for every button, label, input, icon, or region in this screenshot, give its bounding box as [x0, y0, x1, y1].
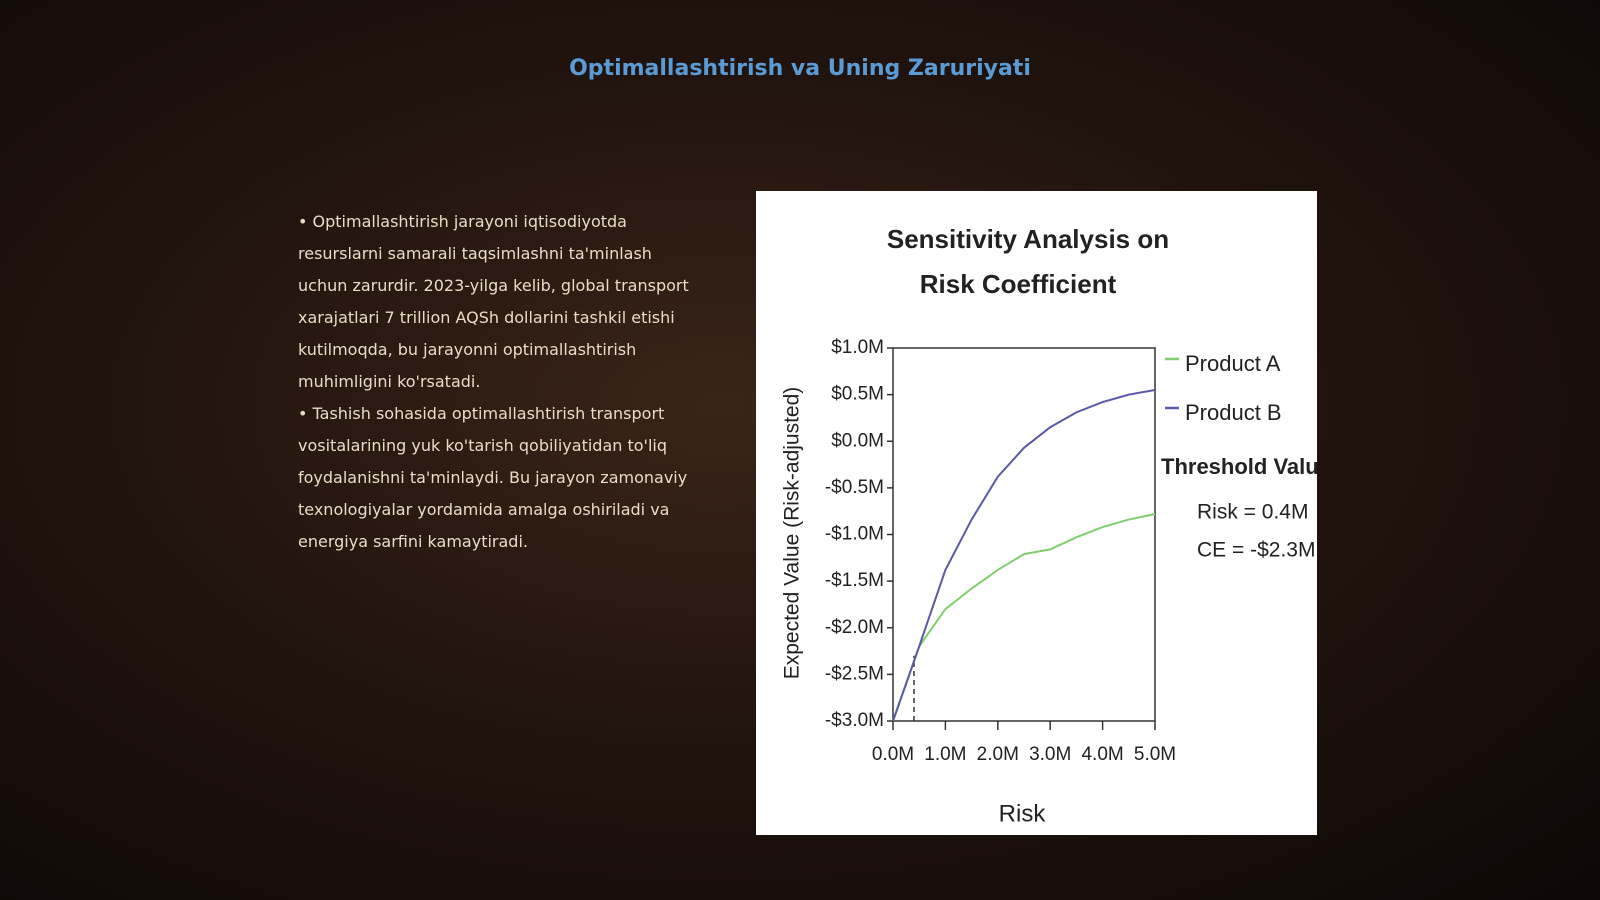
chart-title: Risk Coefficient [920, 269, 1117, 299]
y-tick-label: $1.0M [831, 337, 884, 358]
y-tick-label: -$0.5M [825, 477, 884, 498]
text-block: • Optimallashtirish jarayoni iqtisodiyot… [298, 206, 698, 558]
y-tick-label: -$3.0M [825, 710, 884, 731]
x-tick-label: 2.0M [977, 744, 1019, 765]
series-line [892, 388, 1156, 722]
bullet: • Optimallashtirish jarayoni iqtisodiyot… [298, 212, 689, 391]
series-line [892, 513, 1156, 722]
y-tick-label: $0.0M [831, 430, 884, 451]
y-tick-label: -$1.0M [825, 524, 884, 545]
x-axis-label: Risk [999, 800, 1047, 827]
y-tick-label: $0.5M [831, 384, 884, 405]
y-tick-label: -$2.5M [825, 663, 884, 684]
y-axis-label: Expected Value (Risk-adjusted) [781, 387, 804, 680]
x-tick-label: 1.0M [924, 744, 966, 765]
x-tick-label: 3.0M [1029, 744, 1071, 765]
chart-image: Sensitivity Analysis on Risk Coefficient… [756, 191, 1351, 835]
chart: Sensitivity Analysis on Risk Coefficient… [781, 224, 1351, 827]
slide-title: Optimallashtirish va Uning Zaruriyati [569, 56, 1031, 81]
y-tick-label: -$1.5M [825, 570, 884, 591]
threshold-ce: CE = -$2.3M [1197, 539, 1315, 562]
threshold-risk: Risk = 0.4M [1197, 501, 1308, 524]
y-tick-label: -$2.0M [825, 617, 884, 638]
bullet: • Tashish sohasida optimallashtirish tra… [298, 404, 688, 551]
x-tick-label: 5.0M [1134, 744, 1176, 765]
plot-frame [892, 347, 1156, 722]
x-tick-label: 0.0M [872, 744, 914, 765]
legend-label: Product A [1185, 351, 1281, 376]
chart-title: Sensitivity Analysis on [887, 224, 1169, 254]
x-tick-label: 4.0M [1081, 744, 1123, 765]
legend-label: Product B [1185, 400, 1282, 425]
threshold-title: Threshold Values: [1161, 454, 1317, 479]
